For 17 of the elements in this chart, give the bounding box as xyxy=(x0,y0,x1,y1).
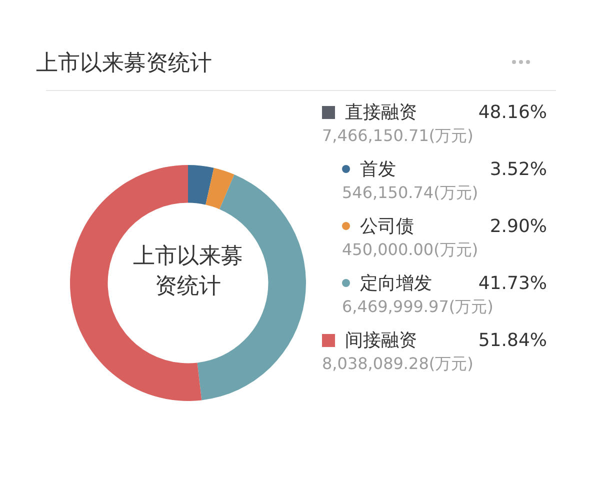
data-label: 41.73% xyxy=(478,272,547,294)
text: 直接融资 xyxy=(345,101,418,124)
data-label: 51.84% xyxy=(478,330,547,350)
text: 6,469,999.97(万元) xyxy=(342,297,494,316)
legend-label: 公司债 xyxy=(360,215,415,238)
text: 8,038,089.28(万元) xyxy=(322,354,474,373)
legend-label: 间接融资 xyxy=(345,329,418,352)
text: 上市以来募资统计 xyxy=(132,243,244,301)
text: 450,000.00(万元) xyxy=(342,240,478,259)
data-label: 2.90% xyxy=(490,216,547,236)
text: 546,150.74(万元) xyxy=(342,183,478,202)
legend-label: 定向增发 xyxy=(360,272,433,295)
text: 上市以来募资统计 xyxy=(36,50,212,78)
text: 7,466,150.71(万元) xyxy=(322,126,474,147)
text: 48.16% xyxy=(478,102,547,122)
data-label: 3.52% xyxy=(490,158,547,180)
legend-label: 首发 xyxy=(360,158,397,181)
